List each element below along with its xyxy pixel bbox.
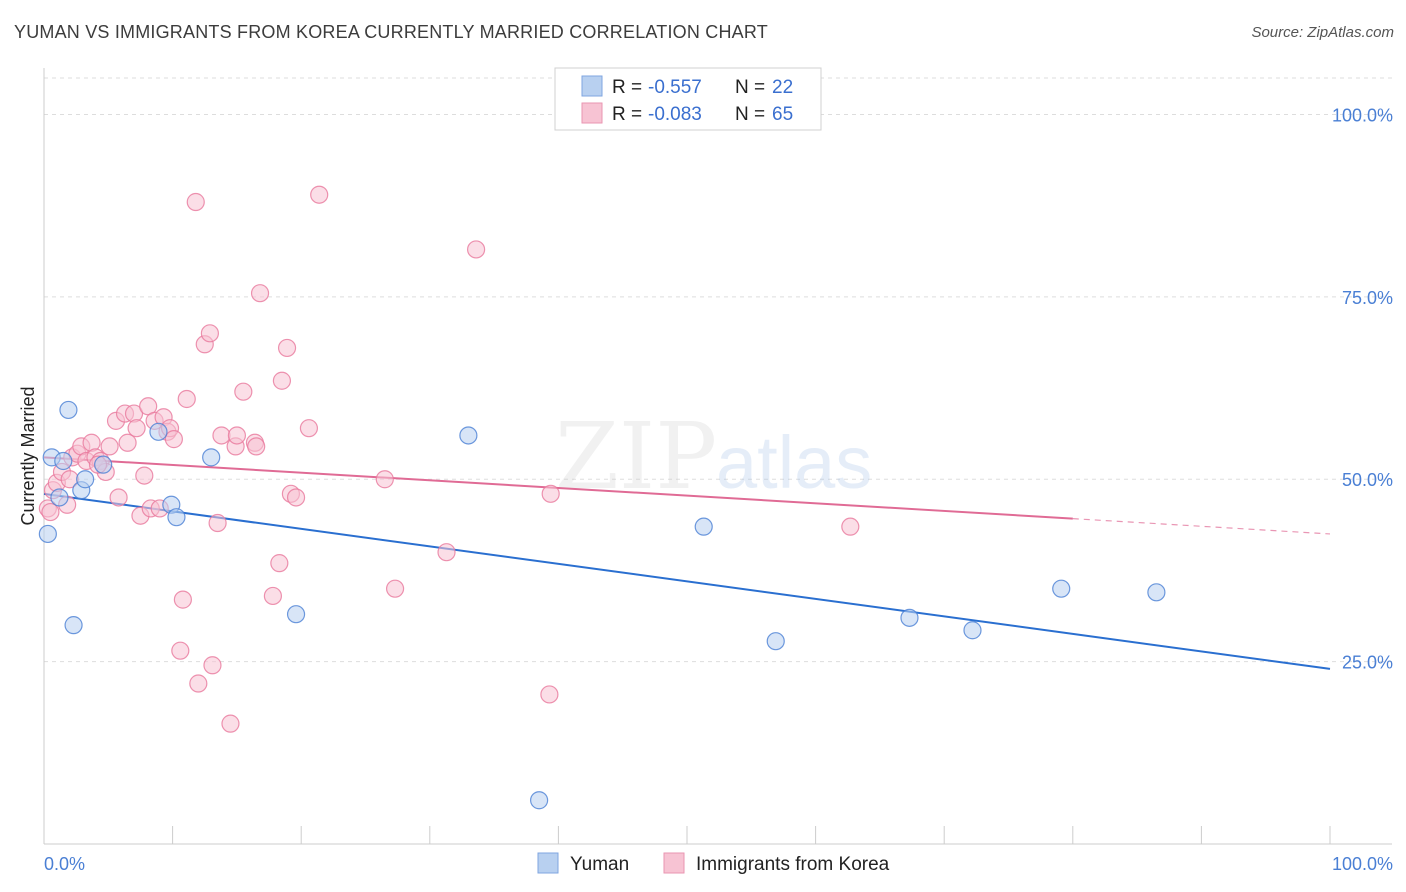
trend-lines: [43, 456, 1331, 670]
korea-point-15: [109, 488, 128, 507]
watermark-zip: ZIP: [555, 403, 717, 510]
korea-point-13: [100, 437, 119, 456]
korea-point-52: [286, 488, 306, 507]
x-tick-label-0: 0.0%: [44, 854, 85, 874]
korea-point-39: [212, 426, 231, 445]
yuman-point-18: [900, 608, 919, 627]
korea-point-42: [227, 426, 246, 445]
legend-swatch-korea: [581, 102, 603, 124]
bottom-legend-korea: Immigrants from Korea: [696, 854, 890, 875]
legend-r-value-korea: -0.083: [648, 104, 702, 125]
korea-point-56: [385, 579, 405, 598]
yuman-point-14: [459, 426, 478, 445]
korea-point-37: [203, 656, 222, 675]
korea-point-55: [375, 470, 394, 489]
y-axis-title: Currently Married: [18, 386, 38, 525]
korea-point-34: [189, 674, 208, 693]
korea-point-54: [310, 185, 329, 204]
korea-point-33: [186, 192, 205, 212]
yuman-point-16: [694, 517, 713, 536]
bottom-legend-swatch-yuman: [537, 852, 559, 874]
trend-line-blue: [43, 492, 1331, 670]
korea-point-45: [247, 437, 266, 456]
watermark: ZIP atlas: [555, 403, 872, 510]
y-tick-label-3: 100.0%: [1332, 105, 1393, 125]
korea-point-47: [263, 586, 283, 606]
korea-point-38: [208, 513, 227, 533]
tick-labels: 25.0% 50.0% 75.0% 100.0% 0.0% 100.0%: [44, 105, 1393, 874]
source-label: Source: ZipAtlas.com: [1251, 24, 1394, 41]
korea-point-58: [466, 240, 486, 259]
korea-point-53: [299, 419, 319, 438]
korea-point-61: [841, 517, 860, 536]
legend-r-label-yuman: R =: [612, 77, 642, 98]
y-tick-label-2: 75.0%: [1342, 288, 1393, 308]
yuman-point-3: [54, 451, 73, 471]
yuman-point-15: [530, 791, 549, 810]
legend-r-label-korea: R =: [612, 104, 642, 125]
legend-n-label-korea: N =: [735, 104, 765, 125]
korea-point-46: [250, 284, 270, 303]
y-tick-label-1: 50.0%: [1342, 470, 1393, 490]
gridlines: [44, 77, 1392, 663]
korea-point-30: [171, 641, 190, 660]
yuman-point-8: [94, 455, 113, 474]
legend-swatch-yuman: [581, 75, 603, 97]
yuman-point-19: [963, 621, 982, 640]
watermark-atlas: atlas: [716, 421, 872, 504]
yuman-point-12: [202, 448, 221, 467]
korea-point-57: [437, 543, 456, 562]
yuman-point-5: [64, 616, 83, 635]
stats-legend: R = -0.557 N = 22 R = -0.083 N = 65: [554, 67, 822, 131]
yuman-point-9: [149, 422, 168, 441]
trend-line-pink-extension: [1072, 518, 1331, 535]
legend-n-value-korea: 65: [772, 104, 793, 125]
korea-point-17: [118, 433, 137, 452]
korea-point-19: [127, 419, 146, 438]
korea-point-36: [200, 324, 219, 343]
yuman-point-7: [76, 470, 95, 489]
korea-point-62: [41, 502, 60, 522]
korea-point-29: [164, 430, 183, 449]
yuman-point-21: [1147, 583, 1166, 602]
yuman-point-0: [38, 524, 57, 544]
yuman-point-11: [167, 508, 186, 527]
korea-point-50: [277, 338, 297, 358]
yuman-point-13: [286, 605, 306, 624]
korea-point-60: [541, 484, 560, 503]
korea-point-49: [272, 371, 292, 390]
y-tick-label-0: 25.0%: [1342, 653, 1393, 673]
yuman-point-20: [1052, 579, 1071, 598]
korea-point-48: [270, 554, 289, 573]
yuman-point-17: [766, 632, 785, 651]
series-legend: Yuman Immigrants from Korea: [537, 852, 890, 875]
korea-point-21: [135, 466, 154, 485]
yuman-point-4: [59, 400, 78, 420]
korea-point-43: [234, 382, 253, 401]
legend-n-value-yuman: 22: [772, 77, 793, 98]
legend-r-value-yuman: -0.557: [648, 77, 702, 98]
korea-point-40: [221, 714, 240, 733]
trend-line-pink: [43, 456, 1073, 520]
korea-point-31: [173, 590, 192, 609]
korea-point-32: [177, 389, 196, 409]
yuman-point-2: [50, 488, 69, 507]
chart-title: YUMAN VS IMMIGRANTS FROM KOREA CURRENTLY…: [14, 22, 768, 42]
yuman-points: [38, 400, 1166, 810]
bottom-legend-yuman: Yuman: [570, 854, 629, 875]
bottom-legend-swatch-korea: [663, 852, 685, 874]
x-tick-label-1: 100.0%: [1332, 854, 1393, 874]
legend-n-label-yuman: N =: [735, 77, 765, 98]
korea-point-59: [540, 685, 559, 704]
